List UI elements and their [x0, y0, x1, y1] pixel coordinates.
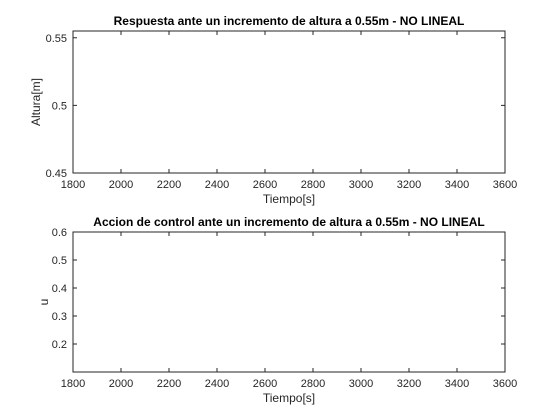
x-tick-label: 3000 — [349, 378, 373, 390]
x-axis-label: Tiempo[s] — [263, 391, 315, 405]
y-tick-label: 0.5 — [52, 100, 67, 112]
x-tick-label: 1800 — [61, 378, 85, 390]
y-tick-label: 0.45 — [46, 168, 67, 180]
x-tick-label: 3400 — [445, 378, 469, 390]
x-tick-label: 3200 — [397, 378, 421, 390]
x-tick-label: 2200 — [157, 378, 181, 390]
y-tick-label: 0.6 — [52, 227, 67, 239]
y-tick-label: 0.5 — [52, 255, 67, 267]
axes-frame — [72, 231, 506, 373]
y-tick-label: 0.55 — [46, 33, 67, 45]
y-tick-label: 0.2 — [52, 339, 67, 351]
x-tick-label: 2400 — [205, 179, 229, 191]
x-tick-label: 2200 — [157, 179, 181, 191]
chart-title: Accion de control ante un incremento de … — [93, 215, 484, 229]
x-tick-label: 2000 — [109, 179, 133, 191]
subplot-2: 1800 2000 2200 2400 2600 2800 3000 3200 3400 3600… — [37, 215, 517, 405]
y-tick-label: 0.3 — [52, 311, 67, 323]
x-tick-label: 2600 — [253, 378, 277, 390]
x-tick-label: 3200 — [397, 179, 421, 191]
x-tick-label: 3600 — [493, 378, 517, 390]
x-tick-label: 3600 — [493, 179, 517, 191]
x-tick-label: 2800 — [301, 378, 325, 390]
x-tick-label: 3000 — [349, 179, 373, 191]
x-tick-label: 2400 — [205, 378, 229, 390]
y-axis-label: Altura[m] — [29, 78, 43, 126]
x-tick-label: 2000 — [109, 378, 133, 390]
chart-title: Respuesta ante un incremento de altura a… — [114, 14, 465, 28]
y-tick-label: 0.4 — [52, 283, 67, 295]
x-tick-label: 1800 — [61, 179, 85, 191]
y-axis-label: u — [37, 299, 51, 306]
x-axis-label: Tiempo[s] — [263, 192, 315, 206]
axes-frame — [72, 30, 506, 174]
x-tick-label: 2800 — [301, 179, 325, 191]
subplot-1: 1800 2000 2200 2400 2600 2800 3000 3200 3400 3600… — [29, 14, 517, 206]
x-tick-label: 2600 — [253, 179, 277, 191]
x-tick-label: 3400 — [445, 179, 469, 191]
